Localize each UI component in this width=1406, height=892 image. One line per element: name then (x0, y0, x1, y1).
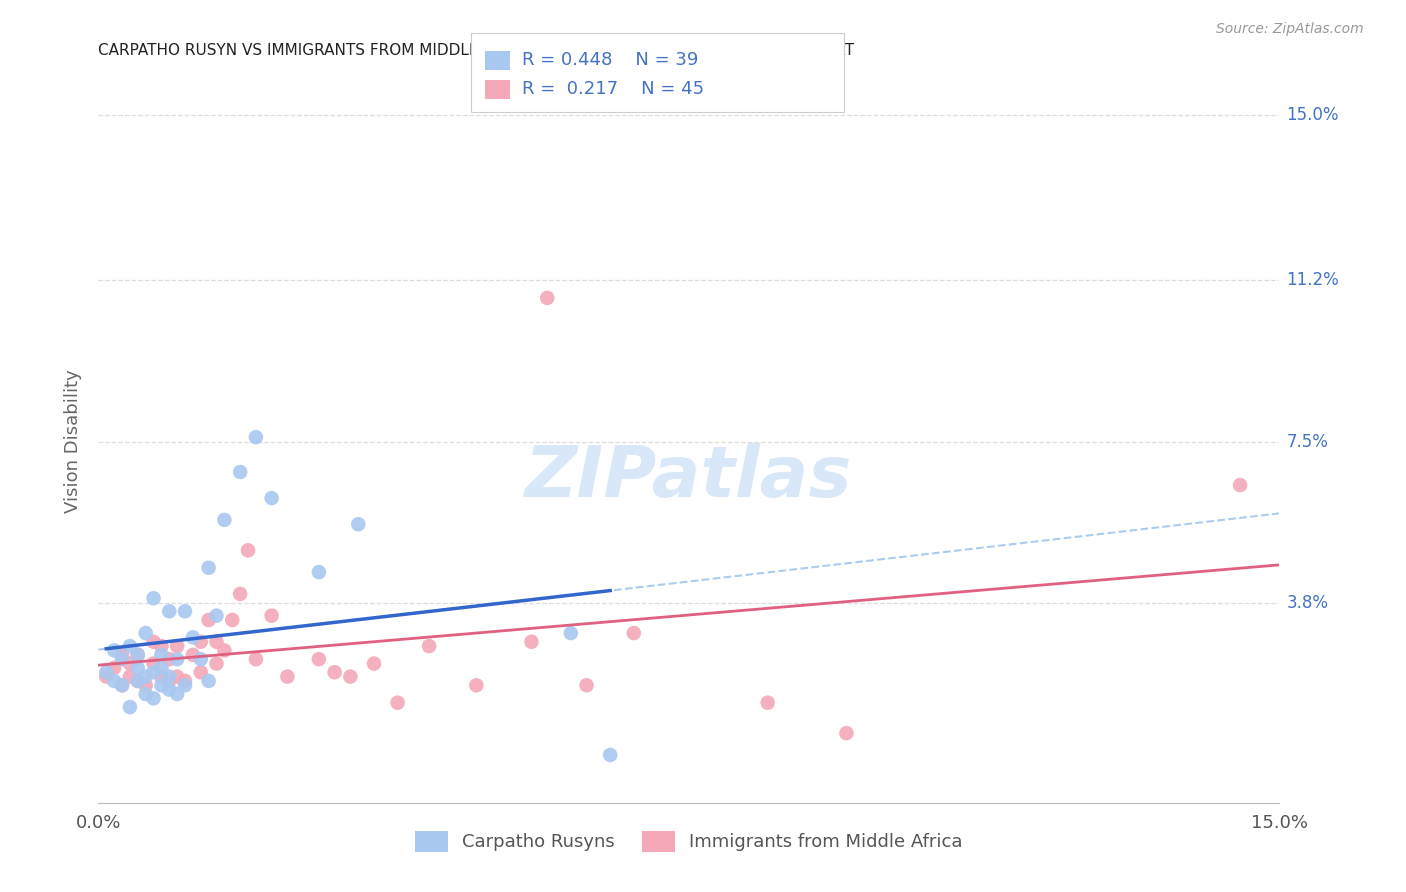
Point (245, 430, 267, 444)
Point (536, 291, 558, 305)
Point (127, 648, 149, 662)
Point (205, 634, 228, 648)
Point (229, 465, 252, 479)
Point (157, 604, 180, 618)
Point (276, 669, 298, 683)
Point (118, 639, 141, 653)
Point (308, 652, 330, 666)
Y-axis label: Vision Disability: Vision Disability (63, 369, 82, 514)
Point (339, 669, 361, 683)
Point (111, 652, 134, 666)
Point (347, 517, 370, 532)
Point (135, 678, 157, 692)
Point (623, 626, 645, 640)
Point (111, 678, 134, 692)
Point (142, 665, 165, 680)
Point (205, 657, 228, 671)
Point (236, 543, 259, 558)
Point (150, 661, 173, 675)
Legend: Carpatho Rusyns, Immigrants from Middle Africa: Carpatho Rusyns, Immigrants from Middle … (408, 823, 970, 859)
Point (308, 565, 330, 579)
Point (166, 639, 188, 653)
Point (197, 561, 219, 575)
Point (1229, 478, 1251, 492)
Point (197, 613, 219, 627)
Text: 7.5%: 7.5% (1286, 433, 1329, 450)
Point (174, 673, 197, 688)
Point (599, 747, 621, 762)
Point (181, 648, 204, 662)
Point (157, 673, 180, 688)
Point (166, 652, 188, 666)
Point (174, 604, 197, 618)
Text: Source: ZipAtlas.com: Source: ZipAtlas.com (1216, 22, 1364, 37)
Point (166, 669, 188, 683)
Point (835, 726, 858, 740)
Point (135, 687, 157, 701)
Point (560, 626, 582, 640)
Point (103, 661, 125, 675)
Point (260, 608, 283, 623)
Text: CARPATHO RUSYN VS IMMIGRANTS FROM MIDDLE AFRICA VISION DISABILITY CORRELATION CH: CARPATHO RUSYN VS IMMIGRANTS FROM MIDDLE… (98, 44, 855, 58)
Point (150, 648, 173, 662)
Point (190, 652, 212, 666)
Point (323, 665, 346, 680)
Point (111, 648, 134, 662)
Point (111, 678, 134, 692)
Point (245, 652, 267, 666)
Point (166, 687, 188, 701)
Point (96, 669, 118, 683)
Point (150, 639, 173, 653)
Point (103, 643, 125, 657)
Point (190, 665, 212, 680)
Point (135, 669, 157, 683)
Point (96, 665, 118, 680)
Point (575, 678, 598, 692)
Point (150, 678, 173, 692)
Text: R = 0.448    N = 39: R = 0.448 N = 39 (522, 51, 697, 69)
Point (214, 513, 236, 527)
Point (142, 691, 165, 706)
Point (465, 678, 488, 692)
Point (418, 639, 440, 653)
Point (127, 648, 149, 662)
Text: 3.8%: 3.8% (1286, 593, 1329, 612)
Point (103, 673, 125, 688)
Point (221, 613, 243, 627)
Point (118, 700, 141, 714)
Point (260, 491, 283, 505)
Point (135, 626, 157, 640)
Point (142, 634, 165, 648)
Point (190, 634, 212, 648)
Point (756, 696, 779, 710)
Point (229, 587, 252, 601)
Point (520, 634, 543, 648)
Point (157, 652, 180, 666)
Point (127, 661, 149, 675)
Point (387, 696, 409, 710)
Point (127, 673, 149, 688)
Point (181, 631, 204, 645)
Point (157, 682, 180, 697)
Point (157, 669, 180, 683)
Point (127, 673, 149, 688)
Point (205, 608, 228, 623)
Point (214, 643, 236, 657)
Point (197, 673, 219, 688)
Point (142, 591, 165, 606)
Text: 15.0%: 15.0% (1286, 106, 1339, 124)
Point (142, 657, 165, 671)
Point (118, 669, 141, 683)
Point (118, 657, 141, 671)
Point (150, 669, 173, 683)
Text: 11.2%: 11.2% (1286, 271, 1340, 290)
Text: R =  0.217    N = 45: R = 0.217 N = 45 (522, 80, 704, 98)
Point (363, 657, 385, 671)
Text: ZIPatlas: ZIPatlas (526, 443, 852, 512)
Point (174, 678, 197, 692)
